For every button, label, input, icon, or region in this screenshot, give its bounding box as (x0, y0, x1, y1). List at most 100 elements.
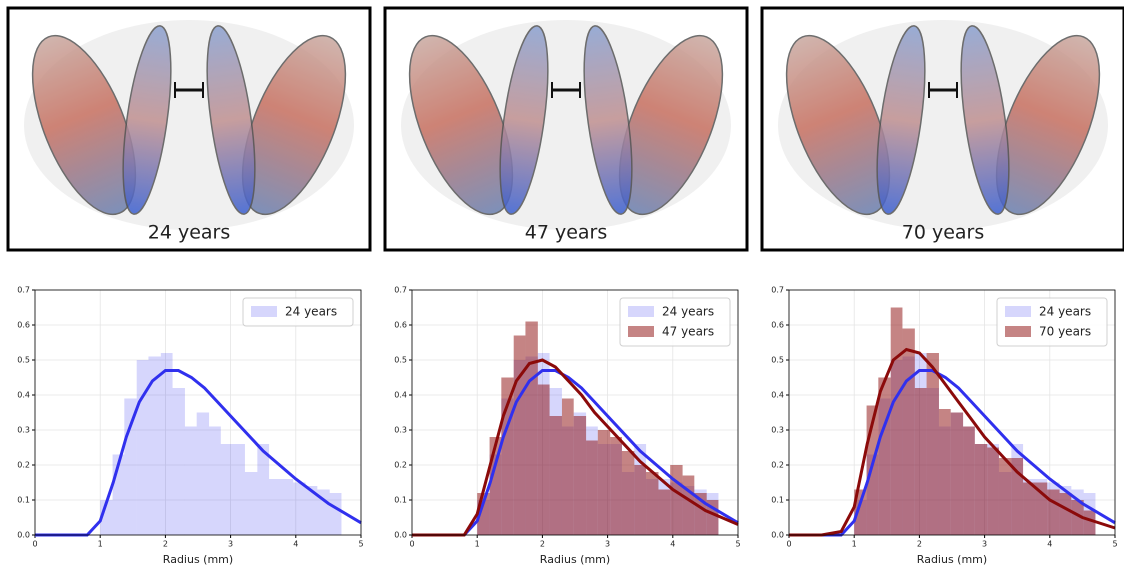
histogram-bar (549, 416, 562, 535)
histogram-bar (220, 444, 234, 535)
legend-label: 70 years (1039, 325, 1091, 339)
y-tick-label: 0.1 (771, 496, 784, 505)
fit-curve (789, 347, 1116, 537)
histogram-bar (537, 384, 550, 535)
chart: 0.0 0.1 0.2 0.3 0.4 0.5 0.6 0.7 0 1 2 3 4 5 Radius (mm… (17, 286, 363, 567)
histogram-bar (1083, 510, 1096, 535)
image-panel: 24 years (6, 6, 372, 252)
y-tick-label: 0.3 (394, 426, 407, 435)
x-tick-label: 2 (540, 540, 545, 549)
panel-label: 70 years (902, 222, 985, 244)
histogram-bar (112, 454, 125, 535)
histogram-bar (209, 426, 221, 535)
fit-curve (412, 369, 739, 537)
histogram-bar (902, 328, 915, 535)
outer-lobe (241, 34, 347, 216)
histogram-bar (136, 360, 149, 535)
histogram-bar (489, 437, 502, 535)
x-tick-label: 3 (982, 540, 987, 549)
x-tick-label: 0 (409, 540, 414, 549)
histogram-bar (1059, 493, 1072, 535)
y-tick-label: 0.3 (771, 426, 784, 435)
y-tick-label: 0.6 (771, 321, 784, 330)
y-tick-label: 0.6 (394, 321, 407, 330)
histogram-bar (148, 356, 161, 535)
histogram-bar (890, 307, 903, 535)
inner-lobe (960, 25, 1010, 215)
legend-swatch (1005, 326, 1031, 337)
y-tick-label: 0.2 (394, 461, 407, 470)
fit-curve (412, 358, 739, 537)
x-tick-label: 0 (32, 540, 37, 549)
outer-lobe (618, 34, 724, 216)
x-tick-label: 4 (1047, 540, 1052, 549)
histogram-bar (987, 447, 999, 535)
histogram-bar (1011, 458, 1024, 535)
histogram-bar (329, 493, 342, 535)
inner-lobe (876, 25, 926, 215)
y-tick-label: 0.5 (771, 356, 784, 365)
histogram-bar (513, 335, 526, 535)
chart: 0.0 0.1 0.2 0.3 0.4 0.5 0.6 0.7 0 1 2 3 4 5 Radius (mm… (394, 286, 740, 567)
histogram-bar (1035, 482, 1048, 535)
y-tick-label: 0.0 (394, 531, 407, 540)
histogram-bar (586, 440, 598, 535)
histogram-bar (124, 398, 137, 535)
histogram-bar (597, 430, 611, 535)
y-tick-label: 0.1 (394, 496, 407, 505)
histogram-bar (305, 486, 318, 535)
x-tick-label: 1 (475, 540, 480, 549)
image-panel: 47 years (383, 6, 749, 252)
histogram-bar (160, 353, 173, 535)
y-tick-label: 0.4 (17, 391, 30, 400)
y-tick-label: 0.3 (17, 426, 30, 435)
x-tick-label: 5 (1112, 540, 1117, 549)
histogram-bar (1023, 482, 1036, 535)
histogram-bar (706, 500, 719, 535)
histogram-bar (561, 398, 574, 535)
x-tick-label: 4 (293, 540, 298, 549)
y-tick-label: 0.7 (771, 286, 784, 295)
histogram-bar (974, 444, 988, 535)
histogram-bar (878, 377, 891, 535)
outer-lobe (408, 34, 514, 216)
legend-label: 47 years (662, 325, 714, 339)
histogram-bar (1071, 500, 1084, 535)
inner-lobe (499, 25, 549, 215)
x-tick-label: 1 (98, 540, 103, 549)
y-tick-label: 0.4 (394, 391, 407, 400)
outer-lobe (995, 34, 1101, 216)
histogram-bar (963, 426, 975, 535)
fit-curve (789, 369, 1116, 537)
legend-swatch (1005, 306, 1031, 317)
histogram-bar (172, 388, 185, 535)
histogram-bar (682, 475, 695, 535)
y-tick-label: 0.2 (17, 461, 30, 470)
histogram-bar (914, 388, 927, 535)
x-tick-label: 5 (358, 540, 363, 549)
x-tick-label: 5 (735, 540, 740, 549)
x-tick-label: 0 (786, 540, 791, 549)
histogram-bar (184, 426, 197, 535)
y-tick-label: 0.4 (771, 391, 784, 400)
x-axis-label: Radius (mm) (917, 553, 987, 566)
histogram-bar (658, 489, 671, 535)
histogram-bar (938, 409, 951, 535)
x-tick-label: 2 (917, 540, 922, 549)
plot-frame (34, 289, 362, 536)
histogram-bar (1047, 489, 1060, 535)
y-tick-label: 0.7 (17, 286, 30, 295)
legend-label: 24 years (1039, 305, 1091, 319)
legend-swatch (628, 306, 654, 317)
y-tick-label: 0.7 (394, 286, 407, 295)
plot-frame (788, 289, 1116, 536)
histogram-bar (621, 451, 635, 535)
histogram-bar (866, 405, 879, 535)
y-tick-label: 0.0 (17, 531, 30, 540)
x-axis-label: Radius (mm) (540, 553, 610, 566)
legend-label: 24 years (285, 305, 337, 319)
x-tick-label: 4 (670, 540, 675, 549)
outer-lobe (785, 34, 891, 216)
fit-curve (35, 369, 362, 537)
